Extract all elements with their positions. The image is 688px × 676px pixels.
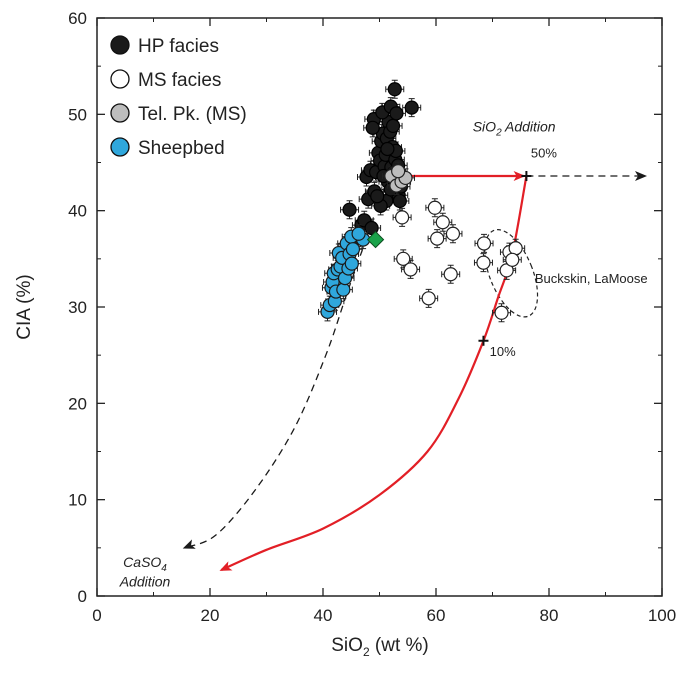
caso4-sub: 4 bbox=[161, 563, 167, 574]
data-point bbox=[392, 193, 407, 209]
data-point bbox=[351, 226, 366, 241]
sio2-addition-main: SiO bbox=[473, 119, 496, 135]
data-point bbox=[389, 106, 404, 121]
data-point bbox=[443, 267, 458, 282]
data-point bbox=[476, 255, 491, 270]
legend-label: MS facies bbox=[138, 70, 221, 91]
y-tick-label: 20 bbox=[68, 394, 87, 413]
curve-tick-mark bbox=[478, 335, 489, 346]
data-point bbox=[364, 220, 379, 236]
data-point bbox=[430, 231, 445, 246]
data-point bbox=[344, 256, 359, 271]
data-point bbox=[345, 242, 361, 257]
sio2-addition-label: SiO2 Addition bbox=[473, 119, 556, 139]
legend: HP facies MS facies Tel. Pk. (MS) Sheepbed bbox=[110, 35, 247, 159]
x-tick-label: 40 bbox=[314, 606, 333, 625]
x-tick-label: 0 bbox=[92, 606, 101, 625]
series-ms-facies bbox=[392, 198, 526, 323]
data-point bbox=[336, 282, 351, 297]
y-tick-label: 0 bbox=[78, 587, 87, 606]
x-axis-title-main: SiO bbox=[331, 635, 363, 656]
y-tick-label: 30 bbox=[68, 298, 87, 317]
x-axis-title-sub: 2 bbox=[363, 645, 370, 659]
data-point bbox=[395, 210, 410, 225]
data-point bbox=[445, 226, 461, 241]
pct-50-label: 50% bbox=[531, 146, 557, 161]
plot-area: 0 20 40 60 80 100 0 10 20 30 40 50 60 bbox=[68, 9, 676, 625]
data-point bbox=[391, 164, 406, 179]
legend-marker bbox=[110, 69, 130, 89]
y-tick-label: 10 bbox=[68, 491, 87, 510]
pct-10-label: 10% bbox=[490, 344, 516, 359]
y-axis-title: CIA (%) bbox=[14, 274, 35, 339]
data-point bbox=[476, 236, 492, 251]
sio2-addition-sub: 2 bbox=[495, 128, 502, 139]
data-point bbox=[435, 215, 450, 230]
data-point bbox=[404, 100, 419, 115]
data-point bbox=[342, 202, 357, 217]
x-tick-label: 60 bbox=[427, 606, 446, 625]
data-point bbox=[370, 189, 385, 204]
series-sheepbed bbox=[318, 224, 373, 322]
legend-marker bbox=[110, 103, 130, 123]
legend-label: Tel. Pk. (MS) bbox=[138, 104, 247, 125]
x-tick-label: 100 bbox=[648, 606, 676, 625]
caso4-addition-label: CaSO4 bbox=[123, 554, 167, 574]
data-point bbox=[505, 252, 520, 267]
legend-marker bbox=[110, 137, 130, 157]
series-tel-pk-ms bbox=[381, 161, 415, 196]
green-diamond-marker bbox=[366, 230, 385, 249]
data-point bbox=[365, 120, 380, 135]
y-tick-label: 50 bbox=[68, 105, 87, 124]
legend-label: HP facies bbox=[138, 36, 219, 57]
x-tick-label: 20 bbox=[201, 606, 220, 625]
axis-ticks: 0 20 40 60 80 100 0 10 20 30 40 50 60 bbox=[68, 9, 676, 625]
x-axis-title-unit: (wt %) bbox=[370, 635, 429, 656]
y-tick-label: 40 bbox=[68, 202, 87, 221]
legend-marker bbox=[110, 35, 130, 55]
caso4-main: CaSO bbox=[123, 554, 161, 570]
legend-label: Sheepbed bbox=[138, 138, 225, 159]
x-tick-label: 80 bbox=[540, 606, 559, 625]
series-hp-facies bbox=[340, 79, 422, 248]
sio2-addition-rest: Addition bbox=[502, 119, 556, 135]
data-point bbox=[421, 291, 436, 306]
caso4-addition-line2: Addition bbox=[119, 573, 171, 589]
data-point bbox=[427, 200, 442, 215]
caso4-dashed-arrow bbox=[182, 248, 364, 549]
y-tick-label: 60 bbox=[68, 9, 87, 28]
data-point bbox=[385, 118, 401, 133]
data-point bbox=[380, 141, 395, 157]
data-point bbox=[387, 82, 402, 97]
data-point bbox=[403, 262, 418, 277]
curve-tick-mark bbox=[521, 170, 532, 181]
data-point bbox=[508, 241, 523, 256]
buckskin-ellipse bbox=[484, 229, 539, 318]
data-point bbox=[396, 251, 411, 266]
buckskin-label: Buckskin, LaMoose bbox=[535, 271, 648, 286]
x-axis-title: SiO2 (wt %) bbox=[331, 635, 428, 659]
data-point bbox=[494, 305, 509, 320]
